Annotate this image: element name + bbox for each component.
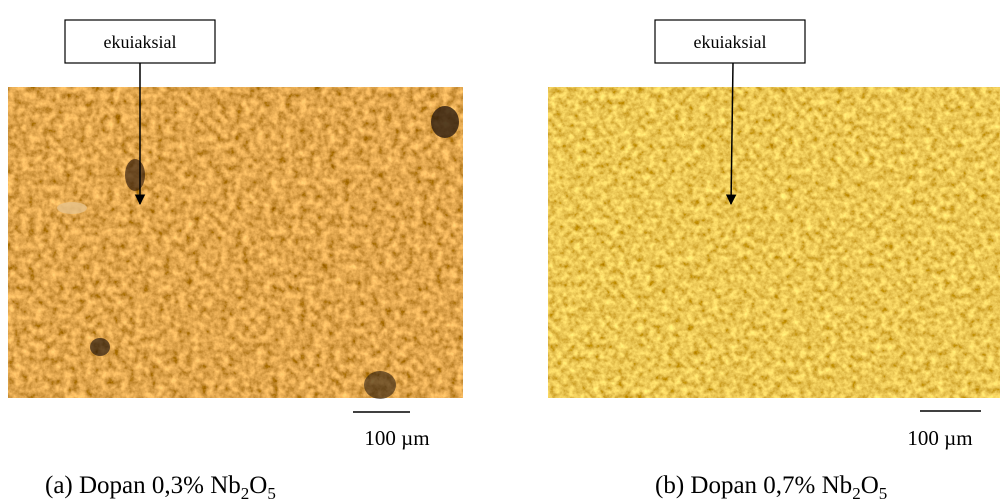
caption-text: O: [249, 472, 267, 499]
dark-spot: [364, 371, 396, 399]
caption-sub: 2: [241, 484, 250, 500]
panel-a: ekuiaksial 100 µm (a) Dopan 0,3% Nb2O5: [8, 20, 463, 500]
caption-sub: 5: [879, 484, 888, 500]
annotation: ekuiaksial: [104, 32, 177, 52]
figure: ekuiaksial 100 µm (a) Dopan 0,3% Nb2O5 e…: [0, 0, 1002, 500]
dark-spot: [125, 159, 145, 191]
scale-label: 100 µm: [907, 426, 972, 450]
caption: (b) Dopan 0,7% Nb2O5: [655, 472, 887, 500]
dark-spot: [431, 106, 459, 138]
annotation: ekuiaksial: [694, 32, 767, 52]
micrograph: [548, 87, 1000, 398]
micrograph: [8, 87, 463, 398]
panel-b: ekuiaksial 100 µm (b) Dopan 0,7% Nb2O5: [548, 20, 1000, 500]
scale-label: 100 µm: [364, 426, 429, 450]
light-spot: [57, 202, 87, 214]
caption-text: (b) Dopan 0,7% Nb: [655, 472, 852, 499]
caption-text: (a) Dopan 0,3% Nb: [45, 472, 241, 499]
caption-text: O: [861, 472, 879, 499]
caption-sub: 2: [852, 484, 861, 500]
caption-sub: 5: [267, 484, 276, 500]
dark-spot: [90, 338, 110, 356]
page: ekuiaksial 100 µm (a) Dopan 0,3% Nb2O5 e…: [0, 0, 1002, 500]
caption: (a) Dopan 0,3% Nb2O5: [45, 472, 276, 500]
